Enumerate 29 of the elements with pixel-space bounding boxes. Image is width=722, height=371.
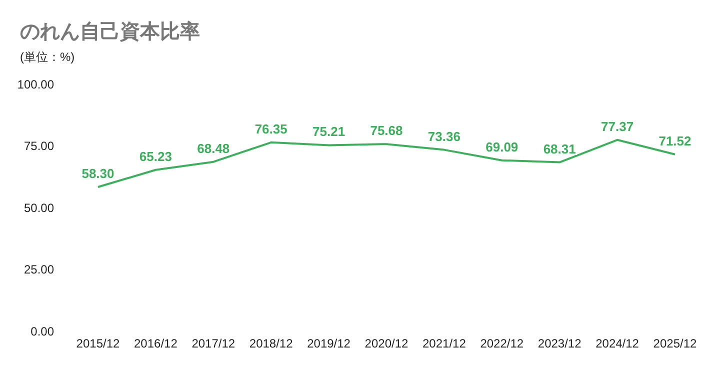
x-tick-label: 2018/12 (249, 336, 294, 351)
y-tick-label: 75.00 (24, 139, 54, 154)
data-label: 68.48 (197, 140, 230, 156)
y-tick-label: 50.00 (24, 200, 54, 215)
data-label: 76.35 (254, 121, 288, 136)
x-tick-label: 2019/12 (307, 336, 351, 351)
data-label: 68.31 (543, 141, 576, 156)
x-tick-label: 2016/12 (134, 336, 178, 351)
y-tick-label: 25.00 (24, 262, 54, 277)
data-label: 69.09 (486, 139, 518, 154)
data-label: 77.37 (601, 118, 634, 134)
x-tick-label: 2022/12 (480, 336, 524, 351)
data-label: 58.30 (82, 166, 114, 181)
data-label: 65.23 (139, 148, 172, 164)
x-tick-label: 2015/12 (76, 336, 120, 351)
y-tick-label: 0.00 (30, 324, 54, 338)
data-label: 75.68 (370, 123, 403, 138)
chart-title: のれん自己資本比率 (20, 20, 200, 45)
data-label: 75.21 (312, 124, 346, 140)
y-tick-label: 100.00 (17, 77, 54, 92)
x-tick-label: 2020/12 (364, 336, 409, 351)
data-label: 73.36 (428, 128, 460, 144)
x-tick-label: 2024/12 (596, 336, 640, 351)
data-label: 71.52 (658, 133, 692, 148)
x-tick-label: 2023/12 (538, 336, 582, 351)
chart-subtitle: (単位：%) (20, 49, 75, 66)
x-tick-label: 2025/12 (653, 336, 698, 351)
x-tick-label: 2017/12 (192, 336, 236, 351)
x-tick-label: 2021/12 (422, 336, 466, 351)
